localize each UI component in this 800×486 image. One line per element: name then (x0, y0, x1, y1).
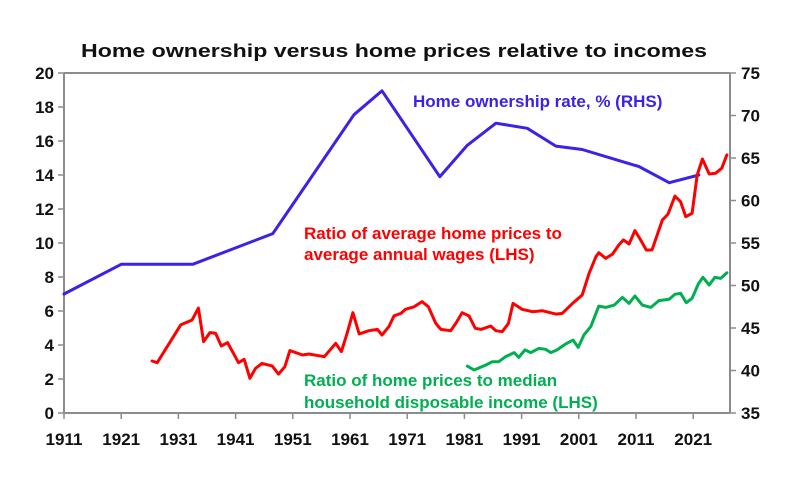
left-tick-label: 20 (35, 64, 54, 83)
right-tick-label: 55 (741, 234, 760, 253)
x-tick-label: 1931 (159, 430, 197, 449)
right-tick-label: 45 (741, 319, 760, 338)
axes: 0 2 4 6 8 10 12 14 16 18 20 35 40 45 50 55 60 65 70 75 1911 1… (35, 64, 760, 449)
x-tick-label: 1921 (102, 430, 140, 449)
series-label-income-line1: Ratio of home prices to median (304, 371, 557, 390)
series-label-wages-line2: average annual wages (LHS) (304, 245, 535, 264)
x-tick-label: 1961 (331, 430, 369, 449)
series-labels: Home ownership rate, % (RHS) Ratio of av… (304, 92, 662, 412)
left-tick-label: 6 (45, 302, 54, 321)
right-tick-label: 60 (741, 192, 760, 211)
price-to-income-line (465, 271, 729, 372)
x-tick-label: 1971 (388, 430, 426, 449)
right-tick-label: 40 (741, 362, 760, 381)
price-to-wages-line (150, 153, 729, 380)
left-tick-label: 18 (35, 98, 54, 117)
x-tick-label: 1991 (503, 430, 541, 449)
right-tick-label: 65 (741, 149, 760, 168)
x-tick-label: 2011 (618, 430, 655, 449)
left-tick-label: 10 (35, 234, 54, 253)
series-lines (62, 89, 729, 380)
right-tick-label: 70 (741, 107, 760, 126)
x-tick-label: 2021 (674, 430, 712, 449)
right-tick-label: 75 (741, 64, 760, 83)
left-tick-label: 12 (35, 200, 54, 219)
chart-title: Home ownership versus home prices relati… (81, 40, 707, 61)
left-tick-label: 4 (45, 336, 55, 355)
left-tick-label: 2 (45, 370, 54, 389)
x-tick-label: 1911 (46, 430, 83, 449)
x-tick-label: 2001 (560, 430, 598, 449)
series-label-income-line2: household disposable income (LHS) (304, 393, 598, 412)
series-label-ownership: Home ownership rate, % (RHS) (413, 92, 662, 111)
right-tick-label: 35 (741, 404, 760, 423)
left-tick-label: 16 (35, 132, 54, 151)
series-label-wages-line1: Ratio of average home prices to (304, 224, 562, 243)
left-tick-label: 0 (45, 404, 54, 423)
ownership-rate-line (62, 89, 701, 296)
x-tick-label: 1941 (217, 430, 255, 449)
right-tick-label: 50 (741, 277, 760, 296)
left-tick-label: 8 (45, 268, 54, 287)
x-tick-label: 1951 (274, 430, 312, 449)
left-tick-label: 14 (35, 166, 54, 185)
x-tick-label: 1981 (445, 430, 483, 449)
